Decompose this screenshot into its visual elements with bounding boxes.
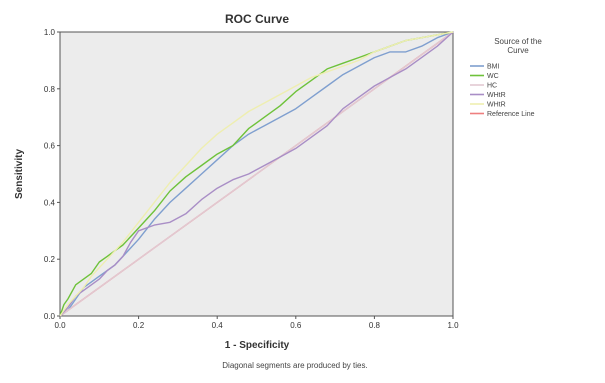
legend-label: WHtR bbox=[487, 92, 506, 99]
legend-label: Reference Line bbox=[487, 111, 535, 118]
y-tick-label: 0.4 bbox=[44, 198, 56, 207]
series-line-4 bbox=[59, 31, 454, 317]
series-line-0 bbox=[59, 31, 454, 317]
y-tick-label: 0.8 bbox=[44, 85, 56, 94]
footnote: Diagonal segments are produced by ties. bbox=[222, 361, 367, 370]
x-tick-label: 1.0 bbox=[447, 321, 459, 330]
x-tick-label: 0.2 bbox=[133, 321, 145, 330]
series-layer bbox=[59, 31, 454, 317]
legend-label: WC bbox=[487, 73, 499, 80]
x-axis-title: 1 - Specificity bbox=[225, 340, 290, 351]
axis-layer: 0.0 0.2 0.4 0.6 0.8 1.0 0.0 0.2 0.4 0.6 0.8 1.0 bbox=[44, 28, 459, 330]
x-tick-label: 0.6 bbox=[290, 321, 302, 330]
y-axis-title: Sensitivity bbox=[14, 149, 25, 199]
x-tick-label: 0.0 bbox=[54, 321, 66, 330]
y-tick-label: 0.2 bbox=[44, 255, 56, 264]
legend-title-cont: Curve bbox=[507, 46, 529, 55]
y-tick-label: 1.0 bbox=[44, 28, 56, 37]
x-tick-label: 0.4 bbox=[212, 321, 224, 330]
legend-title: Source of the bbox=[494, 37, 542, 46]
x-tick-label: 0.8 bbox=[369, 321, 381, 330]
y-tick-label: 0.0 bbox=[44, 312, 56, 321]
legend-label: HC bbox=[487, 83, 497, 90]
legend-label: WHtR bbox=[487, 102, 506, 109]
series-line-3 bbox=[59, 31, 454, 317]
chart-title: ROC Curve bbox=[225, 12, 289, 26]
y-tick-label: 0.6 bbox=[44, 142, 56, 151]
legend-label: BMI bbox=[487, 64, 500, 71]
